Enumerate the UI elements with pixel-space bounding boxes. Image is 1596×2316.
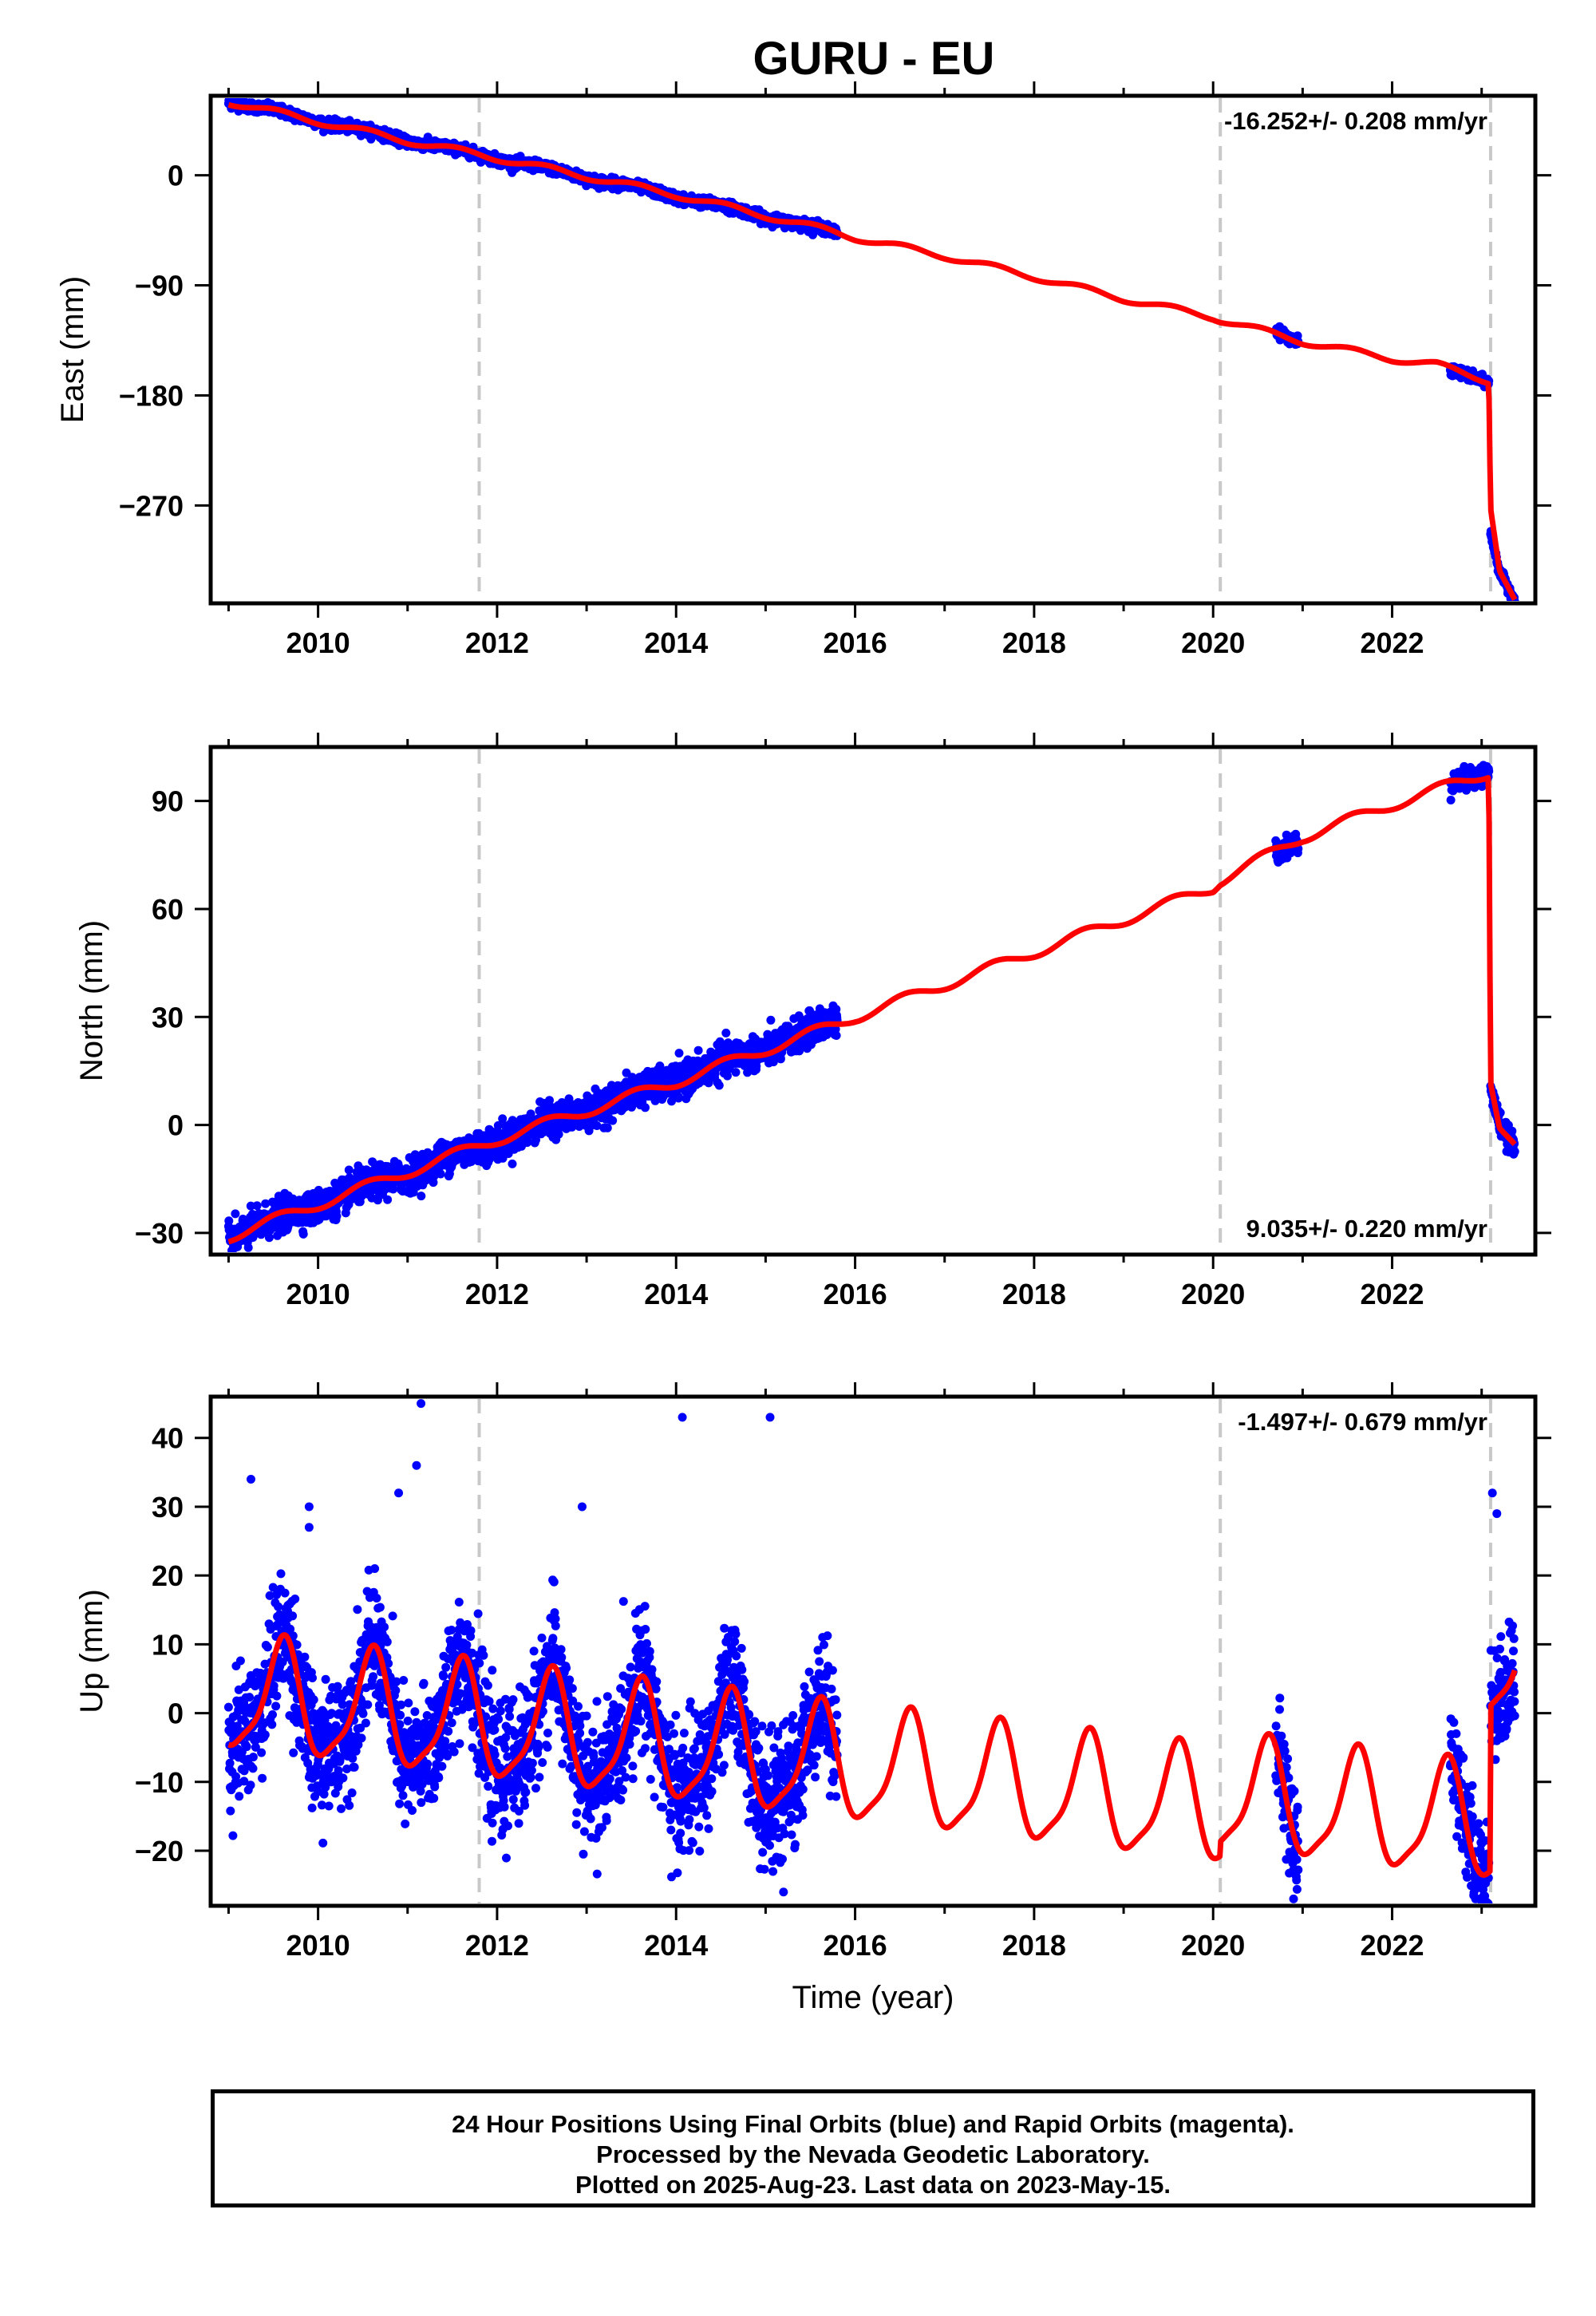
data-point xyxy=(721,1028,731,1037)
data-layer xyxy=(223,98,1519,601)
x-tick-label: 2018 xyxy=(1002,626,1066,659)
data-point xyxy=(714,1081,724,1090)
data-point xyxy=(693,1045,703,1055)
y-axis-label: North (mm) xyxy=(74,920,109,1081)
y-tick-label: 0 xyxy=(168,160,184,192)
data-point xyxy=(383,1195,393,1204)
x-tick-label: 2012 xyxy=(465,1278,529,1310)
data-point xyxy=(674,1049,684,1058)
data-point xyxy=(224,1216,234,1226)
data-point xyxy=(298,1229,308,1239)
x-tick-label: 2018 xyxy=(1002,1278,1066,1310)
y-tick-label: 0 xyxy=(168,1109,184,1142)
x-tick-label: 2020 xyxy=(1181,1278,1245,1310)
y-axis-label: East (mm) xyxy=(55,276,90,423)
x-tick-label: 2014 xyxy=(644,626,708,659)
data-point xyxy=(608,1116,618,1125)
data-point xyxy=(674,1093,684,1102)
data-point xyxy=(252,1201,262,1211)
data-point xyxy=(332,1211,342,1221)
rate-label: -16.252+/- 0.208 mm/yr xyxy=(1224,107,1487,135)
data-point xyxy=(508,1159,517,1168)
y-tick-label: 60 xyxy=(152,893,184,926)
east-panel: 2010 2012 2014 2016 2018 2020 2022 0 −90 −180 −270… xyxy=(55,81,1551,659)
data-point xyxy=(231,1209,240,1219)
y-tick-label: 30 xyxy=(152,1001,184,1034)
x-tick-label: 2014 xyxy=(644,1278,708,1310)
plot-frame xyxy=(208,93,1538,606)
x-tick-label: 2022 xyxy=(1360,626,1424,659)
y-tick-label: −270 xyxy=(119,489,184,522)
data-layer xyxy=(223,761,1519,1252)
data-point xyxy=(602,1123,612,1132)
x-tick-label: 2016 xyxy=(824,1278,887,1310)
x-tick-label: 2010 xyxy=(286,626,350,659)
rate-label: 9.035+/- 0.220 mm/yr xyxy=(1246,1215,1487,1243)
x-tick-label: 2022 xyxy=(1360,1278,1424,1310)
chart-title: GURU - EU xyxy=(753,33,995,85)
y-tick-label: −180 xyxy=(119,379,184,412)
y-tick-label: −30 xyxy=(135,1217,184,1250)
x-tick-label: 2020 xyxy=(1181,626,1245,659)
data-point xyxy=(417,1192,426,1201)
data-point xyxy=(766,1015,776,1025)
x-tick-label: 2012 xyxy=(465,626,529,659)
data-point xyxy=(436,1169,445,1179)
data-point xyxy=(344,1165,354,1175)
data-point xyxy=(832,1031,841,1040)
y-tick-label: 90 xyxy=(152,785,184,818)
data-point xyxy=(641,1103,650,1113)
model-line xyxy=(227,101,1518,601)
x-tick-label: 2016 xyxy=(824,626,887,659)
x-tick-label: 2010 xyxy=(286,1278,350,1310)
y-tick-label: −90 xyxy=(135,270,184,302)
data-point xyxy=(243,1243,253,1252)
data-point xyxy=(731,1068,741,1077)
north-panel: 2010 2012 2014 2016 2018 2020 2022 90 60 30 0 −30 No… xyxy=(74,733,1551,1310)
